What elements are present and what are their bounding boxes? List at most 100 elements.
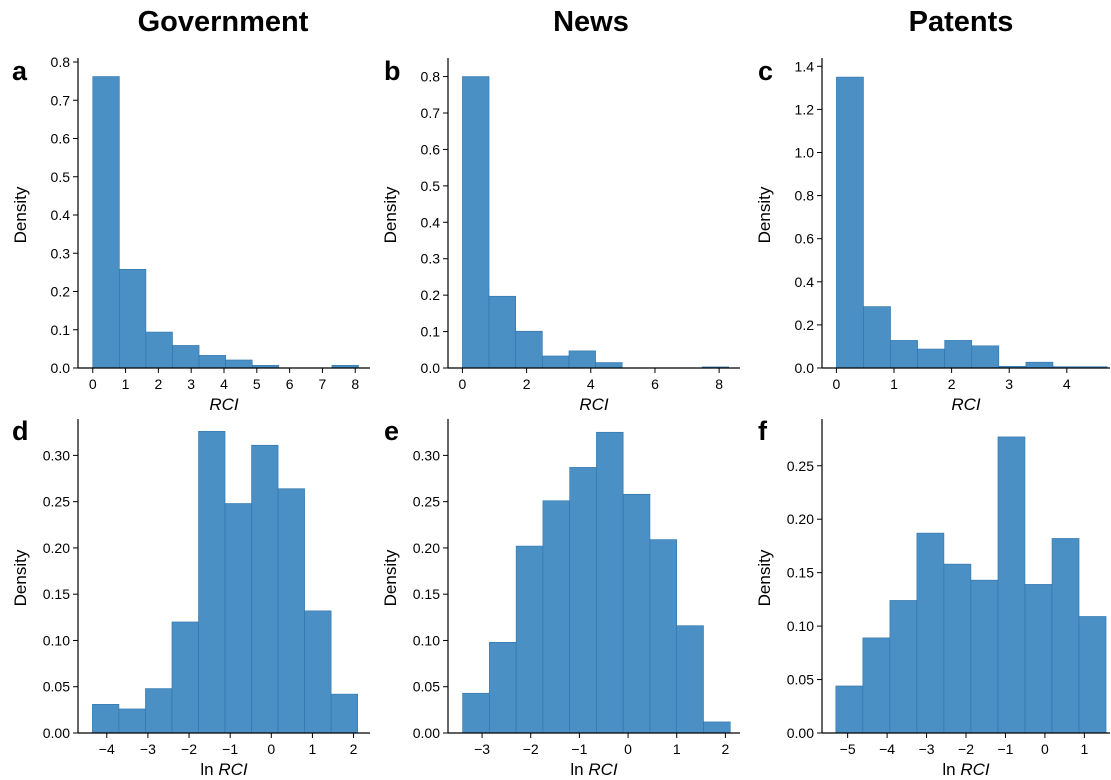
chart-a-xtick-label: 1 [122, 376, 130, 392]
chart-c-xtick-label: 4 [1063, 376, 1071, 392]
chart-d-ytick-label: 0.10 [43, 632, 70, 648]
chart-b-bar [542, 356, 569, 368]
chart-a-ytick-label: 0.7 [51, 92, 71, 108]
chart-b-ytick-label: 0.0 [421, 360, 441, 376]
chart-b-xtick-label: 0 [459, 376, 467, 392]
chart-f-bar [836, 686, 863, 733]
chart-a-ytick-label: 0.5 [51, 169, 71, 185]
chart-f-ytick-label: 0.20 [787, 511, 814, 527]
chart-d-xlabel-part: ln [200, 760, 213, 779]
chart-d-xtick-label: −4 [99, 741, 115, 757]
chart-b-ytick-label: 0.4 [421, 214, 441, 230]
chart-e-ytick-label: 0.20 [413, 540, 440, 556]
chart-b-bar [516, 331, 543, 368]
chart-d-ytick-label: 0.30 [43, 447, 70, 463]
chart-c-xtick-label: 2 [948, 376, 956, 392]
chart-d-bar [225, 504, 252, 733]
chart-e-bar [596, 432, 623, 733]
chart-c-group: 0.00.20.40.60.81.01.21.40 1 2 3 4DensityRCI [755, 58, 1110, 414]
chart-e-ytick-label: 0.05 [413, 679, 440, 695]
chart-c-xtick-label: 3 [1005, 376, 1013, 392]
chart-a-ytick-label: 0.6 [51, 131, 71, 147]
chart-d-xtick-label: −3 [140, 741, 156, 757]
chart-c-bar [945, 340, 972, 368]
chart-c-xlabel: RCI [951, 395, 981, 414]
chart-a-group: 0.00.10.20.30.40.50.60.70.80 1 2 3 4 5 6 7 8Dens… [11, 54, 370, 414]
chart-b-xlabel-part: RCI [579, 395, 609, 414]
chart-b-bar [569, 351, 596, 368]
chart-c-ytick-label: 0.0 [795, 360, 815, 376]
chart-f-bar [863, 638, 890, 733]
chart-e-ytick-label: 0.15 [413, 586, 440, 602]
chart-a-bar [172, 345, 199, 368]
chart-b-ytick-label: 0.8 [421, 69, 441, 85]
chart-f-xlabel-part: ln [942, 760, 955, 779]
chart-e-bar [463, 693, 490, 733]
chart-c-bar [836, 77, 863, 368]
chart-f-bar [1052, 538, 1079, 733]
chart-f-xtick-label: 1 [1080, 741, 1088, 757]
chart-e-ytick-label: 0.10 [413, 632, 440, 648]
chart-e-xtick-label: −1 [571, 741, 587, 757]
chart-f-ytick-label: 0.25 [787, 458, 814, 474]
chart-c-ytick-label: 1.0 [795, 145, 815, 161]
chart-c-xtick-label: 0 [833, 376, 841, 392]
chart-a-xtick-label: 7 [319, 376, 327, 392]
chart-a-xlabel: RCI [209, 395, 239, 414]
chart-a-xlabel-part: RCI [209, 395, 239, 414]
chart-f-xtick-label: −5 [840, 741, 856, 757]
chart-e-ytick-label: 0.30 [413, 447, 440, 463]
chart-a-bar [146, 332, 173, 368]
chart-b-bar [462, 77, 489, 368]
chart-c-ytick-label: 1.2 [795, 101, 815, 117]
chart-b-ytick-label: 0.6 [421, 141, 441, 157]
chart-a-ylabel: Density [11, 186, 30, 243]
chart-a-ytick-label: 0.4 [51, 207, 71, 223]
chart-c-bar [863, 307, 890, 368]
chart-f-ytick-label: 0.15 [787, 565, 814, 581]
chart-d-bar [305, 611, 332, 733]
chart-a-xtick-label: 8 [351, 376, 359, 392]
chart-a-bar [199, 355, 226, 368]
chart-c-ytick-label: 1.4 [795, 58, 815, 74]
chart-b-ytick-label: 0.3 [421, 251, 441, 267]
chart-a-xtick-label: 6 [286, 376, 294, 392]
chart-a-ytick-label: 0.2 [51, 284, 71, 300]
chart-f-xtick-label: −1 [997, 741, 1013, 757]
chart-f-xtick-label: −3 [919, 741, 935, 757]
chart-f-bar [890, 600, 917, 733]
chart-c-xtick-label: 1 [890, 376, 898, 392]
chart-c-ylabel: Density [755, 186, 774, 243]
chart-e-group: 0.00 0.05 0.10 0.15 0.20 0.25 0.30 −3 −2 −1 0 1 2 Den… [381, 419, 740, 779]
chart-d-bar [331, 694, 358, 733]
chart-b-ytick-label: 0.2 [421, 287, 441, 303]
chart-d-ylabel: Density [11, 549, 30, 606]
chart-f-ytick-label: 0.00 [787, 725, 814, 741]
chart-f-xtick-label: −4 [879, 741, 895, 757]
chart-e-xlabel: ln RCI [570, 760, 618, 779]
chart-d-bar [145, 689, 172, 733]
chart-c-bar [891, 340, 918, 368]
chart-d-xtick-label: −1 [222, 741, 238, 757]
chart-e-bar [543, 501, 570, 733]
chart-e-xlabel-part: RCI [584, 760, 618, 779]
chart-b-xtick-label: 8 [715, 376, 723, 392]
chart-b-bar [489, 296, 516, 368]
chart-e-xlabel-part: ln [570, 760, 583, 779]
chart-b-ytick-label: 0.5 [421, 178, 441, 194]
chart-f-xtick-label: −2 [958, 741, 974, 757]
chart-e-bar [570, 467, 597, 733]
chart-e-ytick-label: 0.25 [413, 494, 440, 510]
chart-f-xlabel-part: RCI [956, 760, 990, 779]
chart-a-ytick-label: 0.1 [51, 322, 71, 338]
chart-e-bar [516, 546, 543, 733]
chart-b-ytick-label: 0.1 [421, 324, 441, 340]
chart-f-xtick-label: 0 [1041, 741, 1049, 757]
chart-b-xtick-label: 4 [587, 376, 595, 392]
chart-b-xlabel: RCI [579, 395, 609, 414]
chart-d-xlabel: ln RCI [200, 760, 248, 779]
chart-e-xtick-label: −2 [523, 741, 539, 757]
chart-d-xlabel-part: RCI [214, 760, 248, 779]
chart-f-ytick-label: 0.10 [787, 618, 814, 634]
